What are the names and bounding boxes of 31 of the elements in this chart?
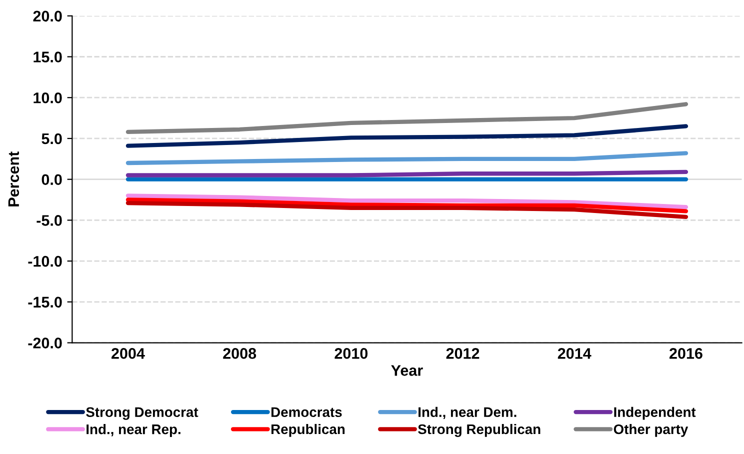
y-tick-label: -5.0 — [36, 215, 62, 226]
y-tick-label: 5.0 — [42, 133, 62, 144]
legend-label: Ind., near Dem. — [418, 406, 516, 420]
legend-label: Strong Republican — [418, 424, 540, 437]
line-series — [126, 200, 688, 220]
x-tick-label: 2016 — [670, 348, 702, 359]
y-tick-label: -10.0 — [28, 256, 62, 267]
legend-label: Strong Democrat — [86, 407, 198, 420]
y-tick-label: 20.0 — [33, 10, 62, 22]
x-tick-label: 2004 — [112, 348, 145, 359]
legend-label: Ind., near Rep. — [86, 424, 180, 437]
line-series — [126, 102, 688, 134]
line-series — [126, 198, 688, 214]
legend-label: Independent — [614, 406, 696, 420]
legend-label: Other party — [614, 424, 688, 437]
y-tick-label: -15.0 — [28, 296, 62, 308]
x-tick-label: 2014 — [558, 348, 592, 359]
y-tick-label: 15.0 — [34, 52, 62, 62]
line-series — [126, 124, 688, 148]
legend-label: Republican — [271, 424, 345, 437]
y-axis-title: Percent — [8, 151, 20, 206]
x-tick-label: 2012 — [446, 348, 480, 359]
y-tick-label: -20.0 — [28, 338, 62, 348]
x-tick-label: 2008 — [223, 348, 256, 359]
x-axis-title: Year — [391, 365, 423, 376]
y-tick-label: 10.0 — [34, 92, 62, 104]
x-tick-label: 2010 — [334, 348, 368, 359]
y-tick-label: 0.0 — [42, 174, 62, 186]
line-series — [126, 194, 688, 210]
legend-label: Democrats — [271, 407, 342, 418]
line-series — [126, 151, 688, 166]
